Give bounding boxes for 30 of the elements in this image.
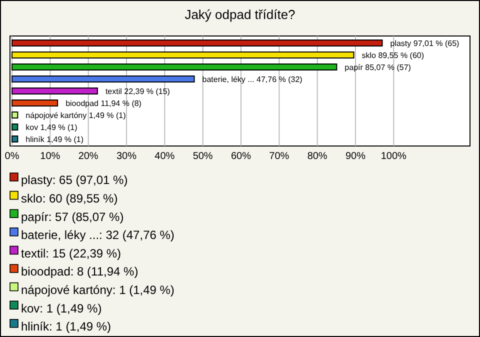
text: plasty: 65 (97,01 %) [21, 173, 128, 188]
data-label: hliník 1,49 % (1) [26, 134, 84, 144]
x-tick-label: 100% [380, 151, 407, 162]
text: hliník: 1 (1,49 %) [21, 320, 112, 334]
text: bioodpad: 8 (11,94 %) [21, 264, 138, 279]
data-label: papír 85,07 % (57) [344, 62, 412, 72]
data-label: textil 22,39 % (15) [105, 86, 170, 96]
x-tick-label: 90% [345, 151, 366, 162]
x-tick-label: 10% [40, 151, 60, 162]
text: nápojové kartóny: 1 (1,49 %) [21, 283, 174, 297]
data-label: nápojové kartóny 1,49 % (1) [26, 110, 126, 120]
x-tick-label: 20% [78, 151, 98, 162]
x-tick-label: 60% [230, 151, 252, 162]
x-tick-label: 50% [192, 151, 213, 162]
text: kov: 1 (1,49 %) [21, 301, 102, 316]
data-label: sklo 89,55 % (60) [362, 50, 424, 60]
text: textil: 15 (22,39 %) [21, 246, 122, 260]
x-tick-label: 80% [307, 151, 328, 162]
text: papír: 57 (85,07 %) [21, 210, 124, 224]
x-tick-label: 30% [116, 151, 137, 162]
x-tick-label: 70% [269, 151, 290, 162]
data-label: plasty 97,01 % (65) [390, 38, 460, 48]
chart-title: Jaký odpad třídíte? [184, 7, 296, 22]
data-label: bioodpad 11,94 % (8) [66, 98, 142, 108]
data-label: baterie, léky ... 47,76 % (32) [202, 74, 303, 84]
text: sklo: 60 (89,55 %) [21, 192, 118, 206]
text: baterie, léky ...: 32 (47,76 %) [21, 228, 174, 242]
data-label: kov 1,49 % (1) [26, 122, 78, 132]
x-tick-label: 0% [4, 151, 20, 162]
x-tick-label: 40% [154, 151, 175, 162]
